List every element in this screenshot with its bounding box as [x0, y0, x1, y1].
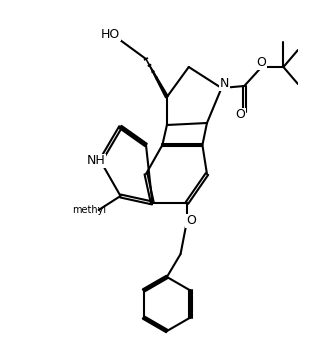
- Text: NH: NH: [86, 154, 105, 168]
- Text: O: O: [257, 56, 266, 69]
- Polygon shape: [146, 59, 168, 98]
- Text: methyl: methyl: [72, 205, 106, 215]
- Text: N: N: [220, 77, 229, 91]
- Text: O: O: [235, 108, 245, 121]
- Text: O: O: [186, 215, 196, 227]
- Text: HO: HO: [101, 28, 120, 41]
